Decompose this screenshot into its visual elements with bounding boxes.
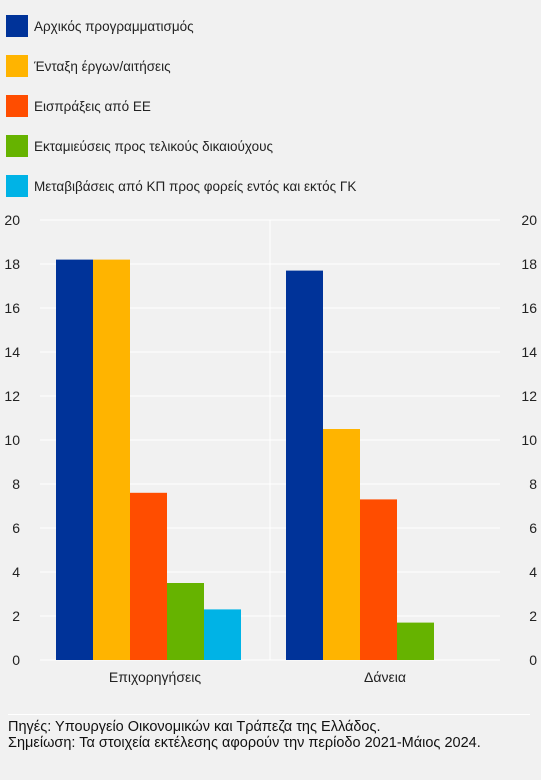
y-tick-label-right: 20 — [521, 212, 537, 228]
x-category-label: Επιχορηγήσεις — [109, 669, 201, 685]
legend-swatch — [6, 15, 28, 37]
y-tick-label-right: 16 — [521, 300, 537, 316]
legend-item-project-inclusion: Ένταξη έργων/αιτήσεις — [6, 46, 356, 86]
legend-label: Ένταξη έργων/αιτήσεις — [34, 58, 171, 74]
legend-item-eu-receipts: Εισπράξεις από ΕΕ — [6, 86, 356, 126]
bar — [130, 492, 167, 660]
y-tick-label-left: 0 — [12, 652, 20, 668]
sources-text: Πηγές: Υπουργείο Οικονομικών και Τράπεζα… — [8, 719, 381, 735]
y-tick-label-right: 12 — [521, 388, 537, 404]
y-tick-label-left: 8 — [12, 476, 20, 492]
y-tick-label-left: 10 — [4, 432, 20, 448]
y-tick-label-left: 6 — [12, 520, 20, 536]
chart-footer: Πηγές: Υπουργείο Οικονομικών και Τράπεζα… — [8, 714, 530, 751]
y-tick-label-right: 10 — [521, 432, 537, 448]
y-tick-label-right: 2 — [529, 608, 537, 624]
y-tick-label-right: 4 — [529, 564, 537, 580]
bar — [204, 609, 241, 660]
y-tick-label-right: 8 — [529, 476, 537, 492]
bar — [167, 583, 204, 660]
legend-item-transfers: Μεταβιβάσεις από ΚΠ προς φορείς εντός κα… — [6, 166, 356, 206]
y-tick-label-left: 20 — [4, 212, 20, 228]
y-tick-label-right: 6 — [529, 520, 537, 536]
x-category-label: Δάνεια — [364, 669, 406, 685]
bar — [93, 259, 130, 660]
legend-label: Εισπράξεις από ΕΕ — [34, 98, 151, 114]
bar — [56, 259, 93, 660]
bar — [360, 499, 397, 660]
legend-label: Εκταμιεύσεις προς τελικούς δικαιούχους — [34, 138, 273, 154]
legend-swatch — [6, 175, 28, 197]
legend-item-disbursements: Εκταμιεύσεις προς τελικούς δικαιούχους — [6, 126, 356, 166]
y-tick-label-right: 0 — [529, 652, 537, 668]
bar-chart: 0 0 2 2 4 4 6 6 8 8 10 10 12 12 14 14 16 16 18 18 20 20 Επιχορ… — [4, 212, 537, 685]
legend-swatch — [6, 135, 28, 157]
bar — [397, 622, 434, 660]
bar — [323, 429, 360, 660]
legend-item-initial-planning: Αρχικός προγραμματισμός — [6, 6, 356, 46]
legend-swatch — [6, 95, 28, 117]
note-text: Σημείωση: Τα στοιχεία εκτέλεσης αφορούν … — [8, 735, 481, 751]
y-tick-label-left: 16 — [4, 300, 20, 316]
y-tick-label-left: 2 — [12, 608, 20, 624]
y-tick-label-left: 18 — [4, 256, 20, 272]
legend-swatch — [6, 55, 28, 77]
legend-label: Μεταβιβάσεις από ΚΠ προς φορείς εντός κα… — [34, 178, 357, 194]
y-tick-label-left: 4 — [12, 564, 20, 580]
y-tick-label-right: 14 — [521, 344, 537, 360]
y-tick-label-left: 14 — [4, 344, 20, 360]
y-tick-label-left: 12 — [4, 388, 20, 404]
legend-label: Αρχικός προγραμματισμός — [34, 18, 194, 34]
bar — [286, 270, 323, 660]
chart-legend: Αρχικός προγραμματισμός Ένταξη έργων/αιτ… — [6, 6, 356, 206]
y-tick-label-right: 18 — [521, 256, 537, 272]
